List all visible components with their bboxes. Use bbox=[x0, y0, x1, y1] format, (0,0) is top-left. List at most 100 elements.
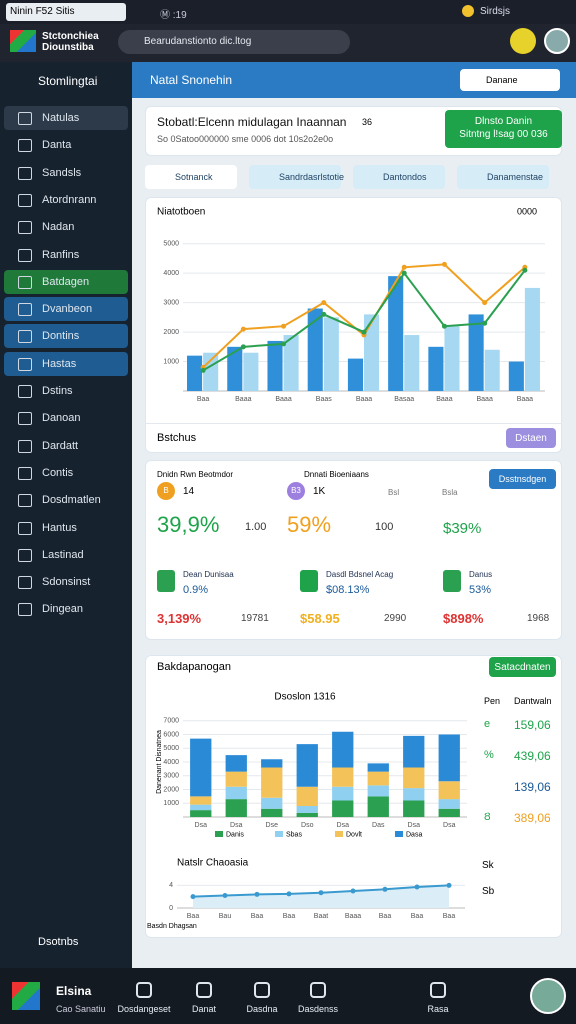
summary-button[interactable]: Dlnsto Danin Sitntng l!sag 00 036 bbox=[445, 110, 562, 148]
point bbox=[222, 893, 228, 899]
profile-icon[interactable] bbox=[510, 28, 536, 54]
x-tick-label: Dso bbox=[301, 822, 314, 829]
bar-segment bbox=[403, 767, 425, 789]
point bbox=[361, 329, 367, 335]
y-tick-label: 5000 bbox=[163, 745, 179, 752]
y-tick-label: 1000 bbox=[163, 800, 179, 807]
nav-item[interactable]: Dosdangeset bbox=[117, 1004, 171, 1014]
sidebar-item[interactable]: Dvanbeon bbox=[4, 297, 128, 322]
point bbox=[401, 264, 407, 270]
stat-icon bbox=[443, 570, 461, 592]
sidebar-item[interactable]: Dingean bbox=[4, 597, 128, 621]
logo bbox=[10, 30, 36, 52]
sidebar-item[interactable]: Ranfins bbox=[4, 243, 128, 267]
sidebar-footer[interactable]: Dsotnbs bbox=[38, 936, 79, 948]
nav-icon[interactable] bbox=[310, 982, 326, 998]
caption: Basdn Dhagsan bbox=[147, 923, 197, 930]
bar-segment bbox=[367, 763, 389, 772]
breakdown-button[interactable]: Satacdnaten bbox=[489, 657, 556, 677]
sidebar-item[interactable]: Hantus bbox=[4, 516, 128, 540]
breakdown-title: Bakdapanogan bbox=[157, 661, 232, 673]
bar-segment bbox=[403, 788, 425, 801]
nav-item[interactable]: Dasdenss bbox=[297, 1004, 339, 1014]
tab[interactable]: Danamenstae bbox=[457, 165, 549, 189]
status-right: Sirdsjs bbox=[480, 6, 511, 17]
bar bbox=[404, 335, 420, 391]
y-tick-label: 4000 bbox=[163, 759, 179, 766]
summary-sub: So 0Satoo000000 sme 0006 dot 10s2o2e0o bbox=[157, 134, 334, 144]
bar bbox=[444, 326, 460, 391]
sidebar-item[interactable]: Sdonsinst bbox=[4, 570, 128, 594]
chart-title: Niatotboen bbox=[157, 207, 205, 218]
point bbox=[522, 267, 528, 273]
sidebar-item[interactable]: Lastinad bbox=[4, 543, 128, 567]
avatar[interactable] bbox=[530, 978, 566, 1014]
avatar[interactable] bbox=[544, 28, 570, 54]
bar-segment bbox=[225, 786, 247, 800]
panel-pill[interactable]: Danane bbox=[460, 69, 560, 91]
stats-head: Bsla bbox=[442, 488, 458, 497]
stats-button[interactable]: Dsstnsdgen bbox=[489, 469, 556, 489]
trend-card bbox=[145, 197, 562, 453]
y-tick-label: 1000 bbox=[163, 358, 179, 365]
y-tick-label: 5000 bbox=[163, 241, 179, 248]
point bbox=[350, 888, 356, 894]
sidebar-item[interactable]: Danoan bbox=[4, 406, 128, 430]
point bbox=[446, 882, 452, 888]
x-tick-label: Dsa bbox=[195, 822, 208, 829]
bottom-nav: Elsina Cao Sanatiu Dosdangeset Danat Dasdn… bbox=[0, 968, 576, 1024]
stat-label: Dean Dunisaa bbox=[183, 570, 234, 579]
stats-head: Dnidn Rwn Beotmdor bbox=[157, 470, 234, 479]
icon bbox=[462, 5, 474, 17]
point bbox=[482, 320, 488, 326]
sidebar-item[interactable]: Hastas bbox=[4, 351, 128, 376]
point bbox=[482, 300, 488, 306]
x-tick-label: Baaa bbox=[476, 396, 492, 403]
bar bbox=[227, 346, 243, 391]
bar-segment bbox=[403, 735, 425, 768]
nav-item[interactable]: Rasa bbox=[427, 1004, 449, 1014]
nav-item[interactable]: Danat bbox=[191, 1004, 217, 1014]
sidebar-item[interactable]: Nadan bbox=[4, 215, 128, 239]
sidebar-item[interactable]: Dardatt bbox=[4, 434, 128, 458]
sidebar-item[interactable]: Dstins bbox=[4, 379, 128, 403]
sidebar-item[interactable]: Atordnrann bbox=[4, 188, 128, 212]
area bbox=[193, 885, 449, 908]
bar bbox=[524, 287, 540, 391]
url-bar[interactable]: Bearudanstionto dic.ltog bbox=[118, 30, 350, 54]
trend-chart: Niatotboen 0000 1000 2000 3000 4000 5000 Baa Baa… bbox=[157, 206, 545, 403]
legend-label: Danis bbox=[226, 831, 244, 838]
stat-small: 14 bbox=[183, 486, 195, 497]
sidebar-item[interactable]: Dontins bbox=[4, 324, 128, 349]
tab[interactable]: Sotnanck bbox=[145, 165, 237, 189]
bar bbox=[347, 358, 363, 391]
x-tick-label: Basaa bbox=[394, 396, 414, 403]
bar-segment bbox=[332, 786, 354, 801]
nav-icon[interactable] bbox=[196, 982, 212, 998]
trend-button[interactable]: Dstaen bbox=[506, 428, 556, 448]
bar-segment bbox=[438, 799, 460, 809]
sidebar-item[interactable]: Contis bbox=[4, 461, 128, 485]
stat-small: 53% bbox=[469, 584, 492, 596]
nav-icon[interactable] bbox=[254, 982, 270, 998]
sidebar-item[interactable]: Batdagen bbox=[4, 269, 128, 294]
tab[interactable]: Dantondos bbox=[353, 165, 445, 189]
bar-segment bbox=[190, 796, 212, 805]
sidebar-item[interactable]: Dosdmatlen bbox=[4, 488, 128, 512]
stat-small: 1K bbox=[313, 486, 326, 497]
legend-swatch bbox=[395, 831, 403, 837]
sidebar-item[interactable]: Sandsls bbox=[4, 161, 128, 185]
nav-item[interactable]: Dasdna bbox=[246, 1004, 278, 1014]
sidebar-item[interactable]: Danta bbox=[4, 133, 128, 157]
brand-sub: Cao Sanatiu bbox=[56, 1004, 106, 1014]
nav-icon[interactable] bbox=[430, 982, 446, 998]
tab[interactable]: Sandrdasrlstotie bbox=[249, 165, 344, 189]
bar-segment bbox=[403, 800, 425, 817]
nav-icon[interactable] bbox=[136, 982, 152, 998]
sidebar-item[interactable]: Natulas bbox=[4, 106, 128, 130]
x-tick-label: Baaa bbox=[345, 913, 361, 920]
side-label: Sb bbox=[482, 886, 495, 897]
bar bbox=[388, 276, 404, 391]
point bbox=[254, 891, 260, 897]
tab-title[interactable]: Ninin F52 Sitis bbox=[6, 3, 126, 21]
